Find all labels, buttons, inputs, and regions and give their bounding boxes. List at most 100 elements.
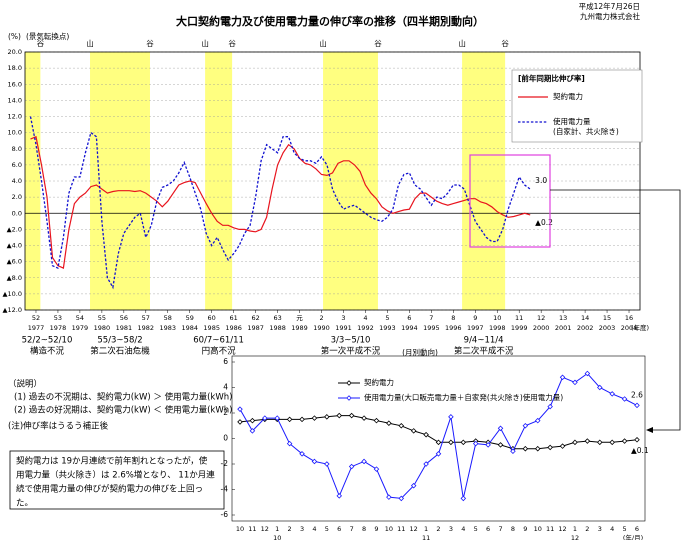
marker [497,425,504,432]
marker [410,428,417,434]
recession-period: 55/3~58/2 [97,336,142,346]
x-tick-label: 4 [461,525,465,533]
era-label: 53 [54,314,62,322]
era-label: 11 [515,314,523,322]
y-tick-label: 4.0 [12,177,22,185]
recession-name: 構造不況 [30,346,65,357]
x-tick-label: 8 [362,525,366,533]
x-axis-label: (年度) [631,323,649,332]
era-label: 8 [451,314,455,322]
y-unit: (%) [8,32,21,41]
marker [274,415,280,421]
recession-name: 第二次石油危機 [90,346,150,357]
value-label: ▲0.1 [631,446,649,455]
inset-title: (月別動向) [402,347,438,357]
x-tick-label: 1990 [313,324,330,332]
x-tick-label: 1978 [50,324,67,332]
marker [497,442,504,448]
x-tick-label: 10 [236,525,244,533]
footnote: (注)伸び率はうるう補正後 [8,421,109,432]
marker [410,482,417,489]
peak-label: 山 [86,38,94,48]
marker [237,419,243,425]
recession-name: 第二次平成不況 [454,346,514,357]
era-label: 62 [251,314,259,322]
trough-label: 谷 [146,39,154,48]
value-label: 2.6 [631,390,643,399]
x-tick-label: 3 [449,525,453,533]
marker [634,402,640,409]
marker [522,422,529,429]
x-tick-label: 1985 [203,324,220,332]
date: 平成12年7月26日 [579,1,640,11]
era-label: 10 [493,314,501,322]
value-label: 3.0 [535,176,547,185]
x-tick-label: 1 [573,525,577,533]
marker [534,417,541,424]
marker [311,415,318,421]
marker [448,414,454,420]
plot-frame [24,51,641,311]
inset-frame [231,355,646,522]
x-tick-label: 2 [585,525,589,533]
y-tick-label: -6 [221,510,229,519]
era-label: 54 [76,314,84,322]
peak-label: 山 [201,38,209,48]
legend-note: (自家計、共火除き) [553,126,619,136]
x-tick-label: 1996 [445,324,462,332]
recession-period: 3/3~5/10 [331,336,371,346]
marker [361,458,367,465]
y-tick-label: 20.0 [8,48,22,56]
x-tick-label: 2004 [621,324,638,332]
marker [609,439,615,446]
x-tick-label: 6 [486,525,490,533]
marker [435,451,442,457]
marker [597,439,603,446]
marker [348,412,355,419]
x-tick-label: 2002 [577,324,594,332]
summary-line: 契約電力は 19か月連続で前年割れとなったが，使 [16,456,208,467]
marker [423,431,429,438]
x-tick-label: 6 [337,525,341,533]
x-tick-label: 1981 [116,324,133,332]
y-tick-label: 18.0 [8,64,22,72]
y-tick-label: ▲12.0 [3,306,22,314]
marker [485,442,491,448]
notes-heading: （説明） [8,379,42,390]
trough-label: 谷 [228,39,236,48]
y-tick-label: ▲10.0 [3,290,22,298]
x-tick-label: 10 [534,525,542,533]
marker [522,445,529,452]
x-tick-label: 4 [610,525,614,533]
value-label: ▲0.2 [535,218,553,227]
x-tick-label: 2 [288,525,292,533]
note-item: (1) 過去の不況期は、契約電力(kW) ＞ 使用電力量(kWh) [14,392,232,403]
marker [373,417,380,424]
x-tick-label: 1988 [269,324,286,332]
connector [550,189,681,431]
trough-label: 谷 [37,39,45,48]
x-tick-label: 1983 [159,324,176,332]
x-tick-label: 1979 [72,324,89,332]
x-tick-label: 2001 [555,324,572,332]
era-label: 14 [581,314,589,322]
era-label: 7 [429,314,433,322]
marker [597,384,603,391]
y-tick-label: ▲8.0 [7,274,22,282]
x-tick-label: 1995 [423,324,440,332]
x-tick-label: 1999 [511,324,528,332]
x-tick-label: 2003 [599,324,616,332]
marker [435,439,442,446]
marker [460,439,467,446]
marker [336,412,343,419]
marker [572,379,578,386]
y-tick-label: ▲6.0 [7,258,22,266]
era-label: 59 [186,314,194,322]
marker [559,443,566,449]
legend-label: 契約電力 [364,377,394,387]
era-label: 55 [98,314,106,322]
year-mark: 12 [571,534,579,540]
series-line [29,116,531,290]
x-tick-label: 1982 [138,324,155,332]
note-item: (2) 過去の好況期は、契約電力(kW) ＜ 使用電力量(kWh) [14,405,232,416]
